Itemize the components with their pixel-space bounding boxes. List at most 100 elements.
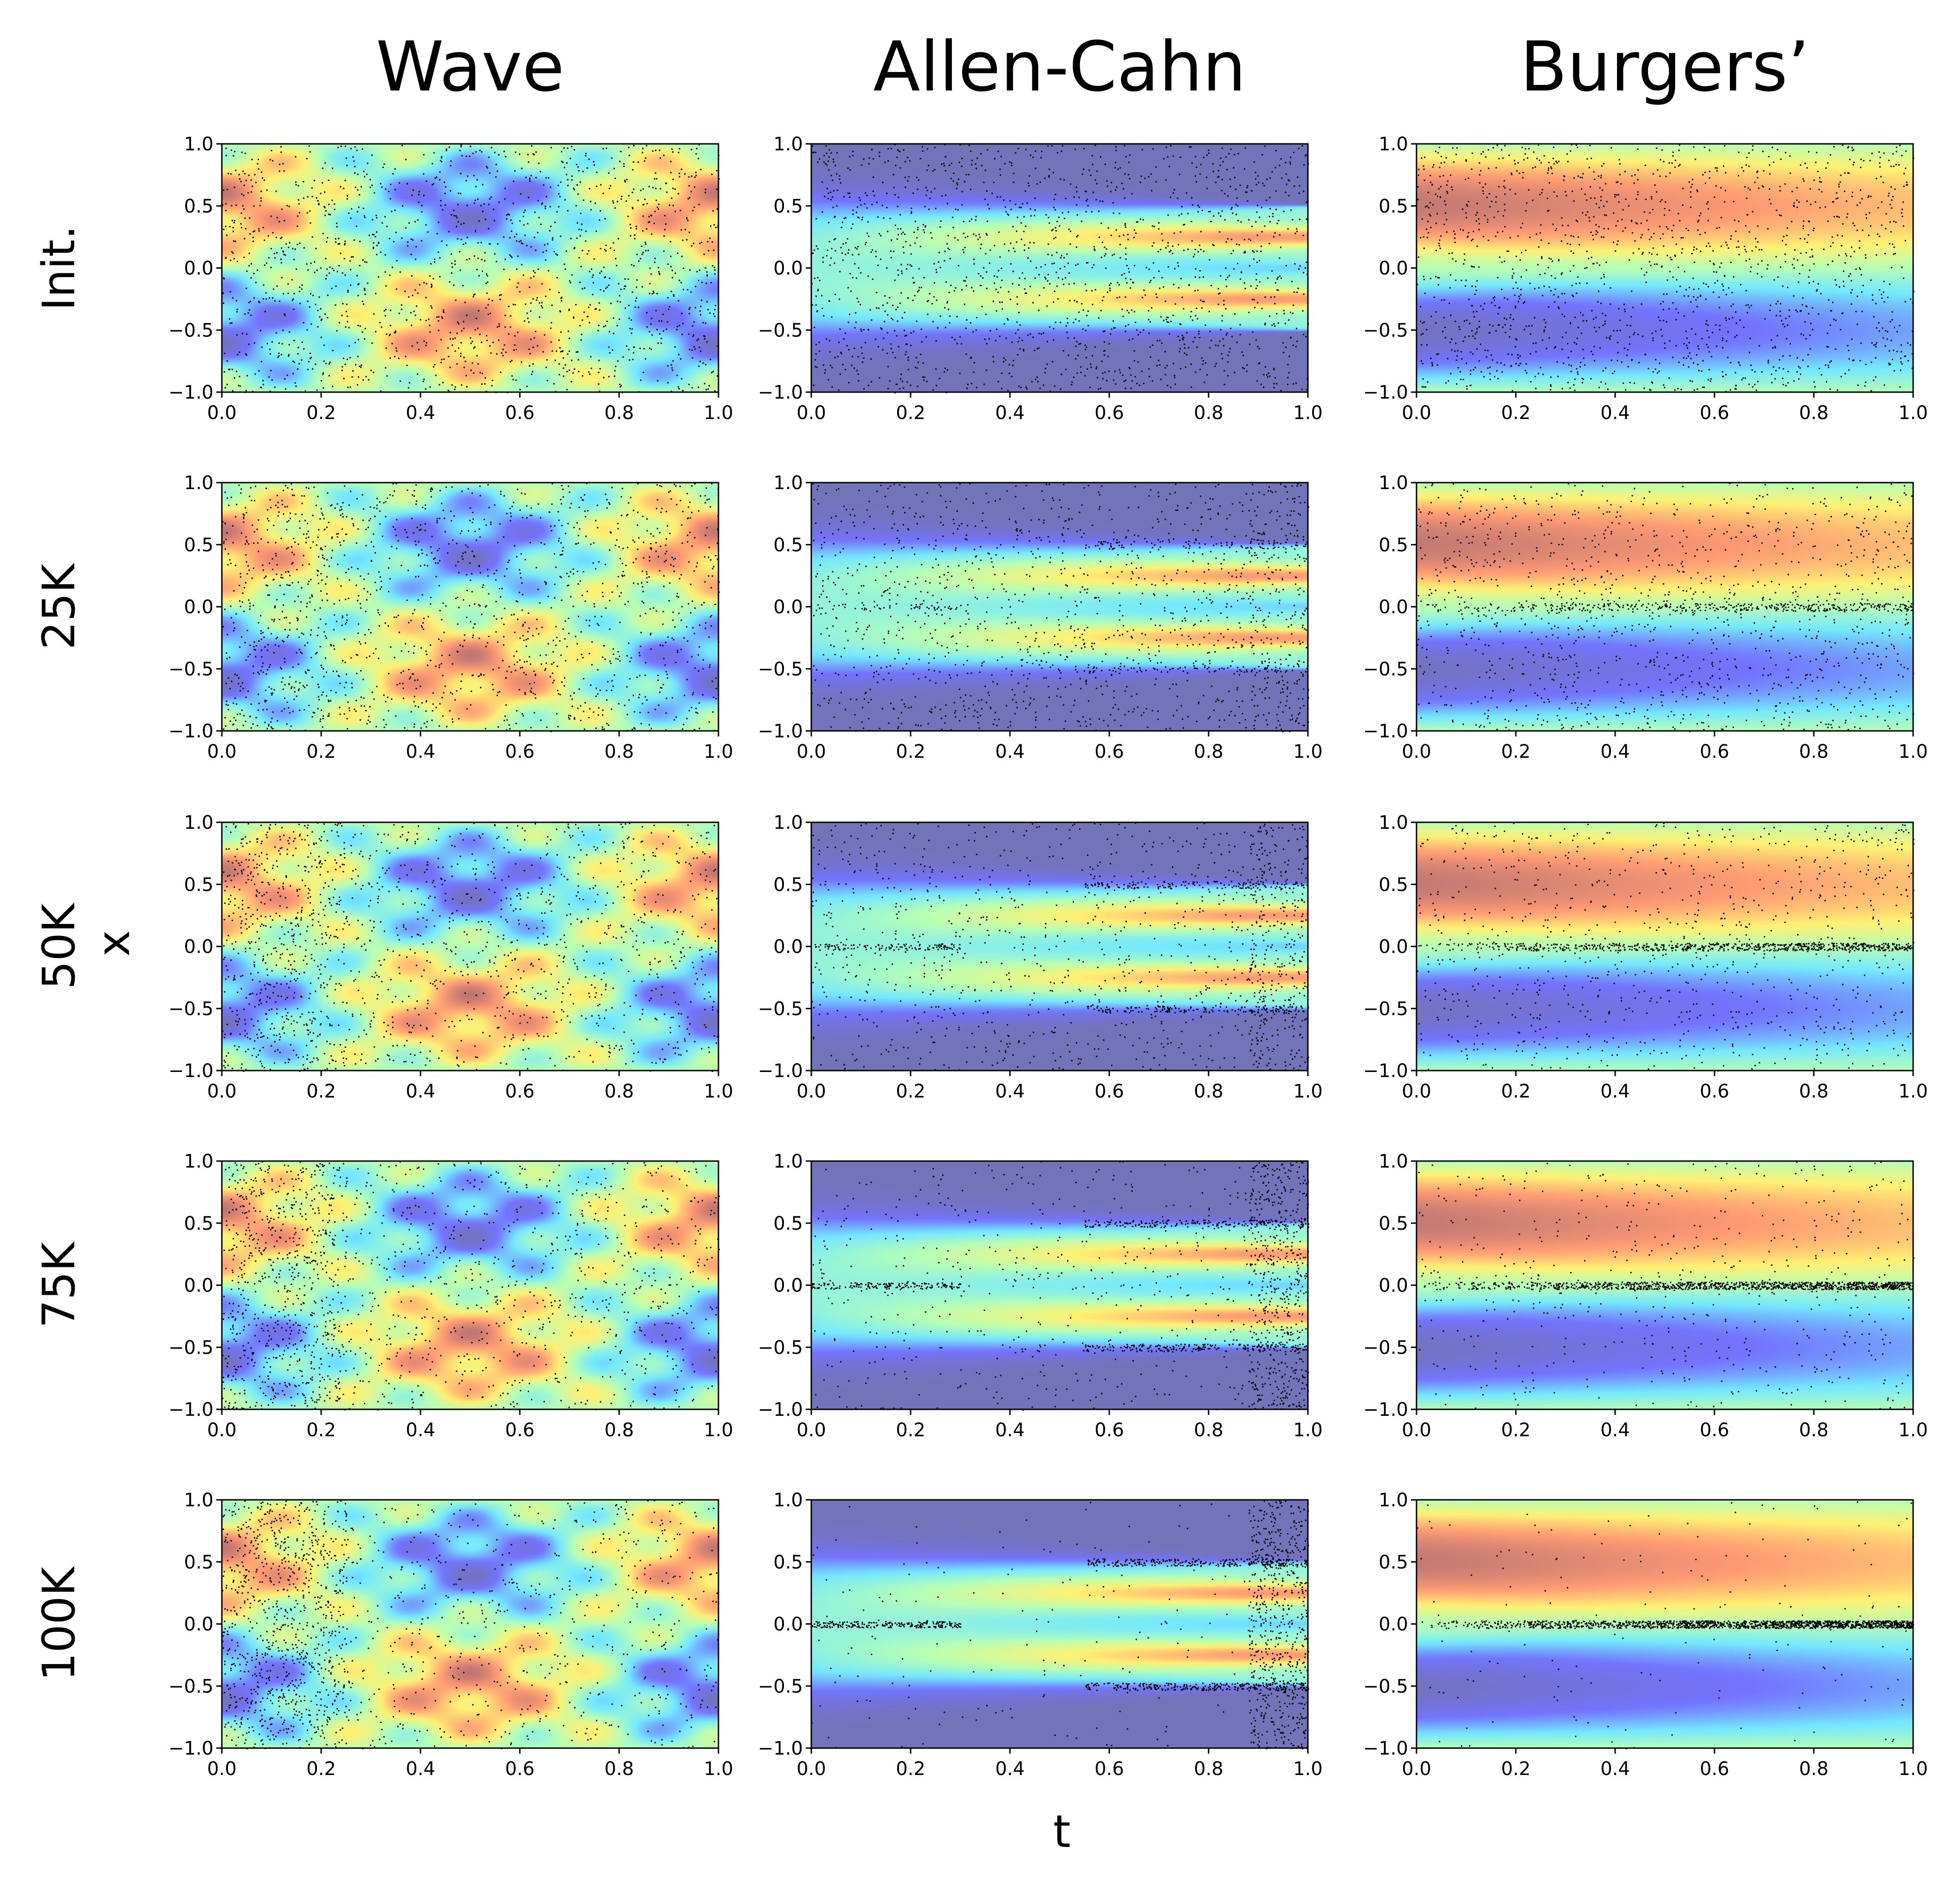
x-tick-label: 1.0	[704, 741, 733, 762]
y-axis-label: x	[88, 930, 140, 957]
y-tick-label: −1.0	[758, 721, 803, 742]
x-tick-label: 0.4	[406, 1420, 435, 1441]
y-tick-label: 1.0	[184, 134, 213, 155]
x-tick-label: 1.0	[1898, 402, 1928, 424]
x-tick-label: 1.0	[1898, 1420, 1928, 1441]
y-tick-label: −1.0	[758, 1399, 803, 1420]
y-tick-label: 1.0	[773, 1151, 803, 1172]
x-tick-label: 0.6	[1094, 1081, 1124, 1102]
y-tick-label: 0.0	[184, 1614, 213, 1635]
row-label-init: Init.	[33, 226, 85, 311]
x-tick-label: 0.2	[1501, 741, 1531, 762]
y-tick-label: 0.5	[184, 1213, 213, 1234]
heatmap-field	[811, 822, 1308, 1071]
x-tick-label: 1.0	[704, 1081, 733, 1102]
y-tick-label: 0.0	[184, 258, 213, 279]
x-tick-label: 0.4	[995, 402, 1025, 424]
x-tick-label: 0.2	[306, 402, 336, 424]
x-tick-label: 0.4	[406, 402, 435, 424]
y-tick-label: 1.0	[1378, 134, 1408, 155]
y-tick-label: −0.5	[1363, 658, 1408, 680]
y-tick-label: 1.0	[773, 472, 803, 494]
y-tick-label: −0.5	[168, 320, 213, 341]
x-tick-label: 0.6	[1094, 1758, 1124, 1780]
x-tick-label: 0.0	[1402, 402, 1431, 424]
x-tick-label: 0.4	[995, 741, 1025, 762]
panel-wave-50k: 0.0 0.2 0.4 0.6 0.8 1.0 1.0 0.5 0.0 −0.5 −1.0	[168, 812, 733, 1102]
y-tick-label: 0.0	[1378, 597, 1408, 618]
y-tick-label: 0.5	[1378, 196, 1408, 217]
y-tick-label: 0.5	[773, 1213, 803, 1234]
x-tick-label: 0.6	[505, 1420, 535, 1441]
x-tick-label: 0.0	[1402, 1758, 1431, 1780]
x-tick-label: 0.2	[306, 1081, 336, 1102]
x-tick-label: 0.8	[1194, 402, 1223, 424]
panel-allen_cahn-25k: 0.0 0.2 0.4 0.6 0.8 1.0 1.0 0.5 0.0 −0.5 −1.0	[758, 472, 1323, 762]
x-tick-label: 0.0	[796, 741, 826, 762]
x-tick-label: 1.0	[704, 1758, 733, 1780]
x-tick-label: 0.2	[306, 1758, 336, 1780]
y-tick-label: −1.0	[1363, 1060, 1408, 1082]
y-tick-label: 1.0	[1378, 812, 1408, 833]
x-tick-label: 0.4	[406, 1081, 435, 1102]
x-tick-label: 0.6	[1094, 741, 1124, 762]
collocation-points	[811, 822, 1309, 1072]
y-tick-label: −0.5	[1363, 1337, 1408, 1358]
x-tick-label: 0.6	[1700, 1420, 1729, 1441]
x-tick-label: 0.2	[1501, 1420, 1531, 1441]
y-tick-label: 1.0	[1378, 1490, 1408, 1511]
heatmap-field	[811, 1161, 1308, 1409]
collocation-points	[811, 483, 1309, 732]
y-tick-label: −1.0	[758, 1060, 803, 1082]
x-tick-label: 0.2	[306, 741, 336, 762]
panel-wave-100k: 0.0 0.2 0.4 0.6 0.8 1.0 1.0 0.5 0.0 −0.5 −1.0	[168, 1490, 733, 1780]
x-tick-label: 0.8	[604, 1081, 634, 1102]
y-tick-label: 0.5	[184, 874, 213, 896]
heatmap-field	[222, 1500, 718, 1748]
y-tick-label: 1.0	[184, 472, 213, 494]
y-tick-label: −0.5	[758, 658, 803, 680]
y-tick-label: 0.5	[773, 535, 803, 556]
y-tick-label: 0.5	[1378, 535, 1408, 556]
column-title-wave: Wave	[376, 27, 564, 107]
y-tick-label: 1.0	[184, 1490, 213, 1511]
y-tick-label: −1.0	[758, 1738, 803, 1759]
y-tick-label: 0.5	[184, 535, 213, 556]
x-tick-label: 0.6	[505, 1081, 535, 1102]
y-tick-label: −1.0	[168, 382, 213, 403]
panel-wave-25k: 0.0 0.2 0.4 0.6 0.8 1.0 1.0 0.5 0.0 −0.5 −1.0	[168, 472, 733, 762]
x-tick-label: 0.6	[1700, 402, 1729, 424]
x-tick-label: 1.0	[704, 402, 733, 424]
panel-burgers-25k: 0.0 0.2 0.4 0.6 0.8 1.0 1.0 0.5 0.0 −0.5 −1.0	[1363, 472, 1928, 762]
column-title-allen_cahn: Allen-Cahn	[873, 27, 1246, 107]
collocation-points	[1418, 1161, 1915, 1410]
heatmap-field	[222, 822, 718, 1071]
x-tick-label: 0.0	[1402, 741, 1431, 762]
y-tick-label: 0.0	[773, 258, 803, 279]
y-tick-label: −0.5	[758, 320, 803, 341]
y-tick-label: 0.0	[773, 1614, 803, 1635]
x-tick-label: 0.8	[1799, 1758, 1829, 1780]
x-tick-label: 0.8	[1194, 1420, 1223, 1441]
row-label-25k: 25K	[33, 563, 85, 650]
y-tick-label: −1.0	[1363, 382, 1408, 403]
x-tick-label: 0.4	[995, 1081, 1025, 1102]
x-tick-label: 1.0	[1293, 741, 1323, 762]
panels: 0.0 0.2 0.4 0.6 0.8 1.01.00.50.0−0.5−1.00.0 0.…	[168, 134, 1928, 1780]
row-label-100k: 100K	[33, 1566, 85, 1681]
panel-burgers-75k: 0.0 0.2 0.4 0.6 0.8 1.0 1.0 0.5 0.0 −0.5 −1.0	[1363, 1151, 1928, 1441]
y-tick-label: 0.0	[1378, 1614, 1408, 1635]
y-tick-label: −0.5	[758, 998, 803, 1020]
x-tick-label: 0.0	[207, 1420, 237, 1441]
x-tick-label: 0.6	[1700, 741, 1729, 762]
y-tick-label: 1.0	[773, 134, 803, 155]
y-tick-label: 0.5	[1378, 1213, 1408, 1234]
x-tick-label: 1.0	[1898, 1081, 1928, 1102]
x-tick-label: 0.2	[896, 1758, 925, 1780]
y-tick-label: −1.0	[168, 1060, 213, 1082]
heatmap-field	[1417, 822, 1913, 1071]
x-tick-label: 0.2	[1501, 1081, 1531, 1102]
y-tick-label: −1.0	[1363, 1399, 1408, 1420]
x-tick-label: 0.6	[1700, 1081, 1729, 1102]
x-tick-label: 0.8	[1194, 1758, 1223, 1780]
